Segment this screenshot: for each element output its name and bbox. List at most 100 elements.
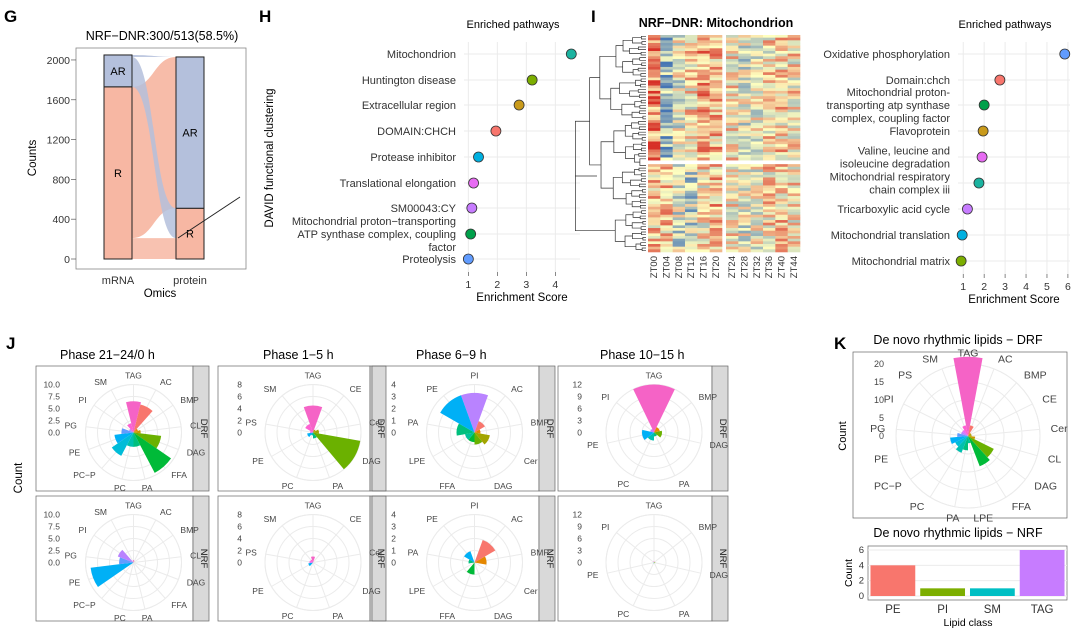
heatmap-cell <box>750 244 764 247</box>
heatmap-cell <box>697 101 710 105</box>
heatmap-cell <box>648 88 661 92</box>
heatmap-cell <box>763 42 776 46</box>
heatmap-cell <box>660 144 673 148</box>
heatmap-cell <box>763 35 776 38</box>
heatmap-cell <box>685 193 698 197</box>
y-axis-label: Count <box>843 559 855 587</box>
polar-class-label: PE <box>69 578 81 588</box>
heatmap-cell <box>648 212 661 216</box>
heatmap-cell <box>709 61 723 65</box>
heatmap-cell <box>672 40 686 44</box>
heatmap-cell <box>672 64 686 68</box>
heatmap-cell <box>660 77 673 81</box>
heatmap-cell <box>672 220 686 224</box>
heatmap-cell <box>750 201 764 205</box>
heatmap-cell <box>709 114 723 118</box>
heatmap-cell <box>697 37 710 41</box>
pathway-label: transporting atp synthase <box>826 100 950 112</box>
heatmap-cell <box>775 244 788 247</box>
heatmap-cell <box>726 120 739 124</box>
heatmap-cell <box>672 209 686 213</box>
dendrogram-branch <box>624 235 636 248</box>
polar-class-label: FFA <box>1012 501 1031 513</box>
heatmap-cell <box>738 138 751 142</box>
heatmap-cell <box>750 120 764 124</box>
dendrogram-branch <box>641 62 646 66</box>
heatmap-cell <box>763 204 776 208</box>
dendrogram-branch <box>639 183 646 188</box>
heatmap-cell <box>709 104 723 108</box>
heatmap-cell <box>648 128 661 132</box>
heatmap-cell <box>726 214 739 218</box>
heatmap-cell <box>685 241 698 245</box>
heatmap-cell <box>738 96 751 100</box>
polar-bar-pg <box>957 433 968 437</box>
heatmap-cell <box>787 238 801 242</box>
heatmap-cell <box>750 109 764 113</box>
heatmap-cell <box>775 196 788 200</box>
polar-tick-label: 0 <box>879 431 884 441</box>
heatmap-cell <box>726 152 739 156</box>
heatmap-cell <box>726 101 739 105</box>
heatmap-cell <box>750 85 764 89</box>
heatmap-cell <box>750 45 764 49</box>
polar-grid-spoke <box>101 562 134 599</box>
heatmap-cell <box>697 56 710 60</box>
polar-tick-label: 20 <box>874 359 884 369</box>
heatmap-cell <box>738 177 751 181</box>
dendrogram-branch <box>632 133 643 140</box>
heatmap-cell <box>787 136 801 140</box>
heatmap-cell <box>648 109 661 113</box>
heatmap-cell <box>672 82 686 86</box>
heatmap-cell <box>738 106 751 110</box>
heatmap-cell <box>750 193 764 197</box>
heatmap-cell <box>697 138 710 142</box>
heatmap-cell <box>787 93 801 97</box>
heatmap-cell <box>738 42 751 46</box>
heatmap-cell <box>709 120 723 124</box>
polar-bar-ac <box>968 425 974 436</box>
heatmap-cell <box>763 238 776 242</box>
heatmap-cell <box>672 125 686 129</box>
heatmap-cell <box>660 138 673 142</box>
polar-class-label: AC <box>511 514 523 524</box>
heatmap-cell <box>750 104 764 108</box>
heatmap-cell <box>775 180 788 184</box>
bar-tag <box>1019 550 1065 596</box>
polar-drf-2: PI AC BMP Cer DAG FFA LPE PA PE 0 1 2 3 4 <box>391 370 549 491</box>
heatmap-cell <box>738 238 751 242</box>
heatmap-cell <box>648 85 661 89</box>
heatmap-cell <box>648 69 661 73</box>
heatmap-cell <box>726 182 739 186</box>
facet-strip <box>538 365 556 492</box>
heatmap-cell <box>685 93 698 97</box>
panel-i: Enriched pathways 1 2 3 4 5 6 Enrichment Score O… <box>575 16 1071 306</box>
pathway-label: complex, coupling factor <box>831 113 950 125</box>
heatmap-cell <box>648 246 661 250</box>
dendrogram-branch <box>625 214 634 226</box>
heatmap-cell <box>763 64 776 68</box>
heatmap-cell <box>787 66 801 70</box>
heatmap-cell <box>660 230 673 234</box>
heatmap-cell <box>787 209 801 213</box>
heatmap-cell <box>787 172 801 176</box>
heatmap-cell <box>648 209 661 213</box>
heatmap-cell <box>709 50 723 54</box>
heatmap-cell <box>775 138 788 142</box>
heatmap-cell <box>697 149 710 153</box>
heatmap-cell <box>787 149 801 153</box>
polar-grid-spoke <box>110 519 134 563</box>
heatmap-cell <box>648 249 661 253</box>
panel-letter-h: H <box>259 7 271 26</box>
polar-class-label: DAG <box>494 611 512 621</box>
heatmap-cell <box>697 50 710 54</box>
polar-class-label: DAG <box>710 440 728 450</box>
polar-bar-sm <box>127 423 134 433</box>
dendrogram-branch <box>639 158 646 166</box>
heatmap-cell <box>672 217 686 221</box>
dendrogram-branch <box>642 221 646 225</box>
heatmap-cell <box>750 225 764 229</box>
dendrogram-branch <box>640 99 646 104</box>
heatmap-cell <box>775 204 788 208</box>
heatmap-cell <box>763 77 776 81</box>
